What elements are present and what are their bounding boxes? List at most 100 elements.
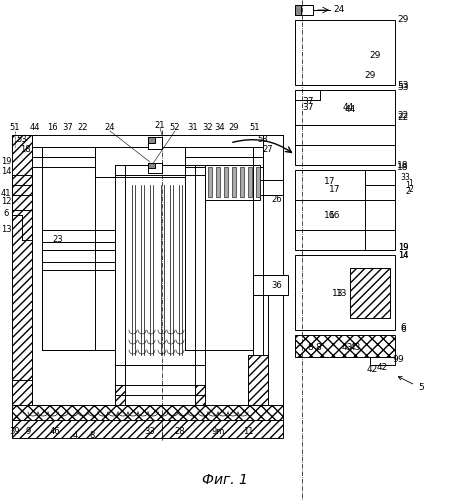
Bar [95, 147, 185, 177]
Bar [205, 165, 260, 200]
Bar [148, 137, 155, 143]
Text: 51: 51 [250, 124, 260, 132]
Text: 9: 9 [397, 356, 403, 364]
Bar [253, 295, 268, 355]
Text: 42: 42 [366, 366, 377, 374]
Text: 27: 27 [262, 146, 273, 154]
Text: 29: 29 [229, 124, 239, 132]
Bar [248, 167, 252, 197]
Text: 19: 19 [398, 244, 408, 252]
Text: 22: 22 [397, 110, 409, 120]
Bar [350, 268, 390, 318]
Text: 11: 11 [243, 428, 253, 436]
Bar [295, 20, 395, 85]
Text: 16: 16 [47, 124, 57, 132]
Bar [148, 137, 162, 149]
Text: 18: 18 [397, 162, 409, 172]
Bar [295, 335, 395, 357]
Bar [295, 170, 395, 250]
Text: 6: 6 [3, 208, 9, 218]
Bar [12, 405, 283, 420]
Text: 37: 37 [302, 98, 314, 106]
Text: 2: 2 [409, 186, 414, 194]
Text: 9: 9 [25, 428, 31, 436]
Bar [12, 420, 283, 438]
Bar [32, 157, 95, 167]
Text: 6: 6 [400, 326, 406, 334]
Bar [224, 167, 228, 197]
Bar [115, 385, 125, 405]
Text: 39: 39 [9, 428, 20, 436]
Text: 52: 52 [170, 124, 180, 132]
Bar [12, 380, 32, 405]
Bar [42, 230, 115, 242]
Text: 31: 31 [188, 124, 198, 132]
Bar [42, 250, 115, 262]
Text: 43: 43 [350, 342, 361, 351]
Text: 8: 8 [307, 342, 313, 351]
Text: 9: 9 [392, 356, 398, 364]
Bar [370, 357, 395, 365]
Text: 2: 2 [405, 188, 410, 196]
Bar [295, 255, 395, 330]
Text: 53: 53 [397, 82, 409, 92]
Bar [32, 147, 95, 157]
Text: 8: 8 [89, 430, 95, 440]
Text: 28: 28 [175, 428, 185, 436]
Bar [208, 167, 212, 197]
Text: 33: 33 [145, 428, 156, 436]
Text: 12: 12 [1, 198, 11, 206]
Text: 17: 17 [329, 186, 341, 194]
Text: 53: 53 [397, 80, 409, 90]
Bar [295, 90, 395, 165]
Text: 36: 36 [272, 280, 282, 289]
Text: 42: 42 [377, 364, 387, 372]
Bar [185, 147, 263, 157]
Text: 41: 41 [1, 188, 11, 198]
Bar [248, 355, 268, 405]
Text: 18: 18 [397, 160, 409, 170]
Text: 13: 13 [332, 288, 344, 298]
Bar [253, 275, 288, 295]
Text: 16: 16 [324, 210, 336, 220]
Bar [185, 157, 263, 167]
Bar [256, 167, 260, 197]
Text: 16: 16 [329, 210, 341, 220]
Bar [12, 135, 283, 147]
Text: 4: 4 [72, 430, 78, 440]
Bar [148, 163, 155, 168]
Text: 29: 29 [364, 70, 376, 80]
Bar [148, 163, 162, 173]
Bar [240, 167, 244, 197]
Text: 17: 17 [324, 178, 336, 186]
Text: 19: 19 [1, 158, 11, 166]
Text: 23: 23 [53, 236, 63, 244]
Text: 26: 26 [272, 196, 282, 204]
Text: 46: 46 [50, 428, 60, 436]
Text: 53: 53 [258, 136, 268, 144]
Text: 51: 51 [10, 124, 20, 132]
Text: 37: 37 [302, 104, 314, 112]
Text: 3: 3 [400, 174, 405, 182]
Text: 22: 22 [397, 114, 409, 122]
Text: 32: 32 [202, 124, 213, 132]
Bar [253, 180, 283, 195]
Text: 14: 14 [398, 250, 408, 260]
Text: 18: 18 [20, 146, 30, 154]
Bar [232, 167, 236, 197]
Text: 43: 43 [341, 342, 353, 351]
Text: 14: 14 [398, 250, 408, 260]
Text: 29: 29 [397, 16, 409, 24]
Text: 34: 34 [215, 124, 226, 132]
Bar [216, 167, 220, 197]
Bar [295, 5, 313, 15]
Text: 9m: 9m [212, 428, 225, 436]
Text: 21: 21 [155, 120, 165, 130]
Text: 3: 3 [405, 174, 410, 182]
Text: 22: 22 [78, 124, 88, 132]
Text: 24: 24 [105, 124, 115, 132]
Text: 29: 29 [369, 50, 381, 59]
Bar [12, 135, 32, 405]
Text: 14: 14 [1, 168, 11, 176]
Text: 1: 1 [409, 180, 414, 188]
